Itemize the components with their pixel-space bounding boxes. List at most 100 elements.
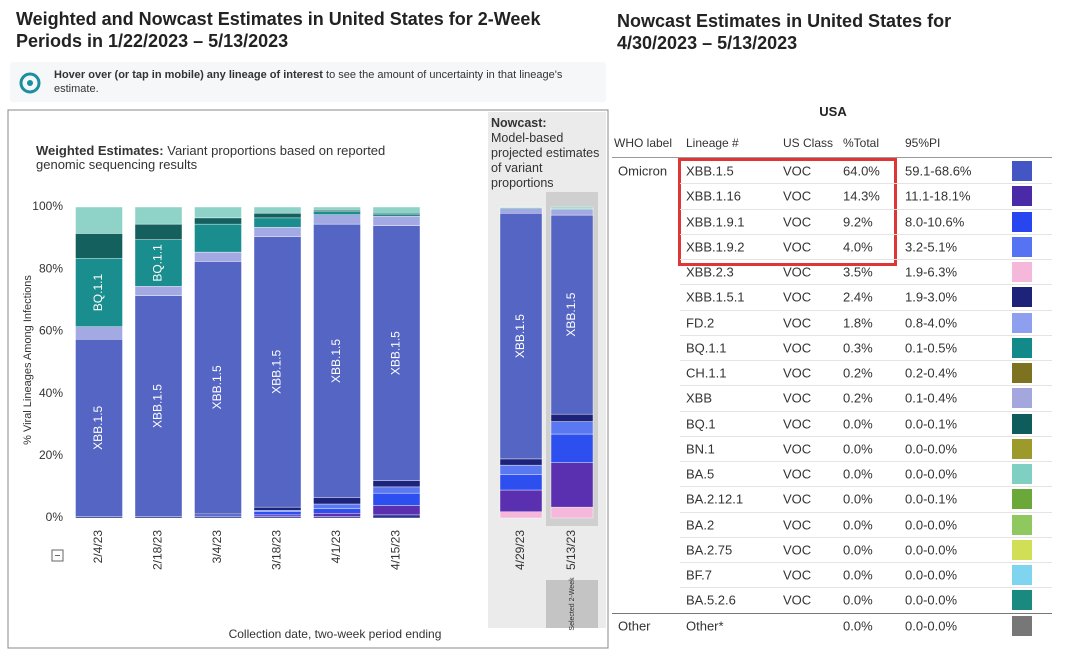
- cell-total: 4.0%: [843, 239, 873, 255]
- row-line: [680, 385, 1052, 387]
- x-tick-label: 2/18/23: [151, 530, 165, 570]
- cell-class: VOC: [783, 239, 812, 255]
- segment-label: BQ.1.1: [151, 244, 165, 282]
- bar-segment: [134, 206, 183, 225]
- cell-class: VOC: [783, 365, 812, 381]
- cell-pi: 11.1-18.1%: [905, 188, 971, 204]
- cell-total: 0.0%: [843, 592, 873, 608]
- y-tick-label: 60%: [39, 324, 63, 338]
- row-line: [680, 562, 1052, 563]
- table-title: Nowcast Estimates in United States for 4…: [617, 11, 952, 53]
- cell-lineage: XBB.1.9.1: [686, 214, 745, 229]
- cell-total: 0.0%: [843, 491, 873, 507]
- bar-segment: [499, 206, 543, 208]
- cell-class: VOC: [783, 542, 812, 558]
- color-swatch: [1012, 565, 1032, 585]
- y-tick-label: 80%: [39, 261, 63, 275]
- cell-lineage: BQ.1.1: [686, 340, 727, 356]
- cell-class: VOC: [783, 592, 812, 608]
- color-swatch: [1012, 337, 1032, 358]
- cell-lineage: BA.5: [686, 466, 715, 482]
- row-line: [680, 183, 1052, 185]
- cell-class: VOC: [783, 441, 812, 457]
- segment-label: XBB.1.5: [210, 365, 224, 409]
- cell-lineage: BA.5.2.6: [686, 592, 736, 608]
- table-region: USA: [819, 104, 847, 119]
- row-line: [680, 587, 1052, 589]
- row-line: [680, 360, 1052, 361]
- x-tick-label: 3/18/23: [270, 530, 284, 570]
- cell-lineage: XBB.2.3: [686, 264, 734, 280]
- color-swatch: [1012, 615, 1032, 636]
- cell-pi: 0.0-0.0%: [905, 441, 958, 457]
- info-icon: [19, 72, 41, 94]
- bar-segment: [194, 261, 242, 514]
- segment-label: XBB.1.5: [151, 384, 165, 428]
- cell-pi: 0.2-0.4%: [905, 365, 958, 381]
- cell-pi: 0.0-0.0%: [905, 592, 958, 608]
- cell-class: VOC: [783, 390, 812, 406]
- cell-lineage: XBB: [686, 390, 713, 406]
- cell-total: 0.0%: [843, 567, 873, 583]
- y-tick-label: 40%: [39, 386, 63, 400]
- row-line: [680, 334, 1052, 336]
- row-line: [680, 259, 1052, 260]
- cell-lineage: XBB.1.5: [686, 163, 734, 179]
- cell-class: VOC: [783, 517, 812, 532]
- color-swatch: [1012, 464, 1032, 484]
- cell-total: 0.3%: [843, 340, 873, 356]
- cell-pi: 0.0-0.0%: [905, 567, 958, 583]
- color-swatch: [1012, 539, 1032, 560]
- segment-label: XBB.1.5: [564, 292, 578, 336]
- cell-pi: 1.9-6.3%: [905, 264, 958, 280]
- x-tick-label: 5/13/23: [564, 530, 578, 570]
- cell-pi: 0.0-0.0%: [905, 517, 958, 532]
- y-tick-label: 100%: [32, 199, 63, 213]
- x-tick-label: 3/4/23: [210, 530, 224, 564]
- color-swatch: [1012, 590, 1032, 611]
- chart-title-bold: Weighted Estimates:: [36, 143, 164, 158]
- cell-total: 0.2%: [843, 365, 873, 381]
- info-text: Hover over (or tap in mobile) any lineag…: [54, 68, 604, 96]
- highlight-box: [678, 158, 897, 266]
- column-header: US Class: [783, 136, 834, 150]
- chart-subtitle: Variant proportions based on reported ge…: [36, 143, 386, 172]
- cell-pi: 1.9-3.0%: [905, 289, 958, 305]
- info-bold: Hover over (or tap in mobile) any lineag…: [54, 69, 323, 81]
- column-header: %Total: [843, 136, 880, 150]
- y-tick-label: 20%: [39, 448, 63, 462]
- x-tick-label: 4/1/23: [329, 530, 343, 564]
- segment-label: XBB.1.5: [513, 314, 527, 358]
- cell-class: VOC: [783, 214, 812, 229]
- cell-lineage: BF.7: [686, 567, 713, 583]
- bar-segment: [550, 214, 594, 415]
- cell-total: 0.0%: [843, 517, 873, 532]
- group-line: [612, 612, 1052, 614]
- cell-pi: 0.1-0.4%: [905, 390, 958, 406]
- color-swatch: [1012, 413, 1032, 434]
- bar-segment: [75, 206, 123, 234]
- color-swatch: [1012, 312, 1032, 333]
- color-swatch: [1012, 161, 1032, 181]
- cell-total: 64.0%: [843, 163, 880, 179]
- cell-class: VOC: [783, 491, 812, 507]
- cell-lineage: XBB.1.5.1: [686, 289, 745, 305]
- row-line: [680, 461, 1052, 462]
- cell-lineage: CH.1.1: [686, 365, 727, 381]
- bar-segment: [313, 223, 361, 498]
- bar-segment: [550, 462, 594, 508]
- cell-pi: 0.1-0.5%: [905, 340, 958, 356]
- bar-segment: [194, 206, 242, 219]
- cell-total: 0.2%: [843, 390, 873, 406]
- nowcast-title: Nowcast: Model-based projected estimates …: [491, 116, 605, 191]
- cell-total: 9.2%: [843, 214, 873, 229]
- group-label: Other: [618, 618, 651, 633]
- bar-segment: [75, 258, 123, 327]
- cell-total: 1.8%: [843, 315, 873, 330]
- bar-segment: [499, 213, 543, 460]
- chart-title: Weighted Estimates: Variant proportions …: [36, 144, 416, 172]
- cell-pi: 8.0-10.6%: [905, 214, 965, 229]
- color-swatch: [1012, 438, 1032, 459]
- chart-area: 0% 20% 40% 60% 80% 100% % Viral Lineages Among…: [7, 109, 609, 649]
